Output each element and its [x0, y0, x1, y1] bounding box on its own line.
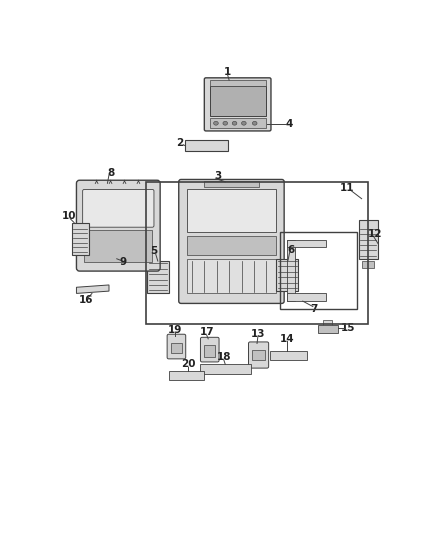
- Bar: [318, 325, 339, 333]
- Bar: [204, 345, 215, 357]
- Bar: [362, 261, 374, 268]
- Bar: [210, 86, 265, 116]
- Text: 12: 12: [367, 229, 382, 239]
- Text: 11: 11: [340, 183, 354, 193]
- Bar: [84, 230, 152, 262]
- FancyBboxPatch shape: [204, 78, 271, 131]
- Ellipse shape: [241, 122, 246, 125]
- Ellipse shape: [232, 122, 237, 125]
- Bar: [323, 320, 332, 325]
- Text: 4: 4: [285, 119, 293, 129]
- Polygon shape: [77, 285, 109, 294]
- Bar: [146, 182, 368, 324]
- Bar: [210, 80, 265, 86]
- Text: 7: 7: [311, 304, 318, 314]
- Text: 20: 20: [181, 359, 195, 369]
- Bar: [359, 220, 378, 259]
- Text: 14: 14: [280, 334, 295, 344]
- Bar: [170, 371, 204, 381]
- Ellipse shape: [252, 122, 257, 125]
- Text: 19: 19: [168, 325, 182, 335]
- Bar: [72, 223, 89, 255]
- Bar: [276, 259, 298, 291]
- Text: 10: 10: [61, 211, 76, 221]
- Bar: [185, 140, 228, 151]
- Text: 13: 13: [251, 329, 265, 339]
- Bar: [204, 181, 258, 187]
- Text: 9: 9: [120, 257, 127, 267]
- Bar: [147, 261, 169, 294]
- Text: 17: 17: [199, 327, 214, 337]
- Bar: [252, 350, 265, 360]
- Text: 6: 6: [287, 245, 295, 255]
- Text: 15: 15: [340, 323, 355, 333]
- FancyBboxPatch shape: [167, 334, 186, 359]
- Bar: [210, 118, 265, 128]
- Bar: [270, 351, 307, 360]
- Ellipse shape: [214, 122, 218, 125]
- FancyBboxPatch shape: [77, 180, 160, 271]
- Text: 5: 5: [150, 246, 158, 256]
- Bar: [201, 364, 251, 374]
- FancyBboxPatch shape: [248, 342, 268, 368]
- FancyBboxPatch shape: [201, 337, 219, 362]
- Bar: [279, 232, 357, 309]
- Bar: [287, 239, 295, 301]
- FancyBboxPatch shape: [179, 180, 284, 303]
- Text: 2: 2: [176, 138, 183, 148]
- Bar: [187, 236, 276, 255]
- Text: 3: 3: [214, 171, 221, 181]
- FancyBboxPatch shape: [83, 189, 154, 227]
- Ellipse shape: [223, 122, 228, 125]
- Bar: [187, 189, 276, 232]
- Text: 1: 1: [224, 67, 231, 77]
- Text: 8: 8: [107, 167, 114, 177]
- Bar: [171, 343, 182, 353]
- Bar: [287, 294, 326, 301]
- Bar: [287, 239, 326, 247]
- Text: 18: 18: [216, 352, 231, 362]
- Bar: [187, 259, 276, 294]
- Text: 16: 16: [78, 295, 93, 305]
